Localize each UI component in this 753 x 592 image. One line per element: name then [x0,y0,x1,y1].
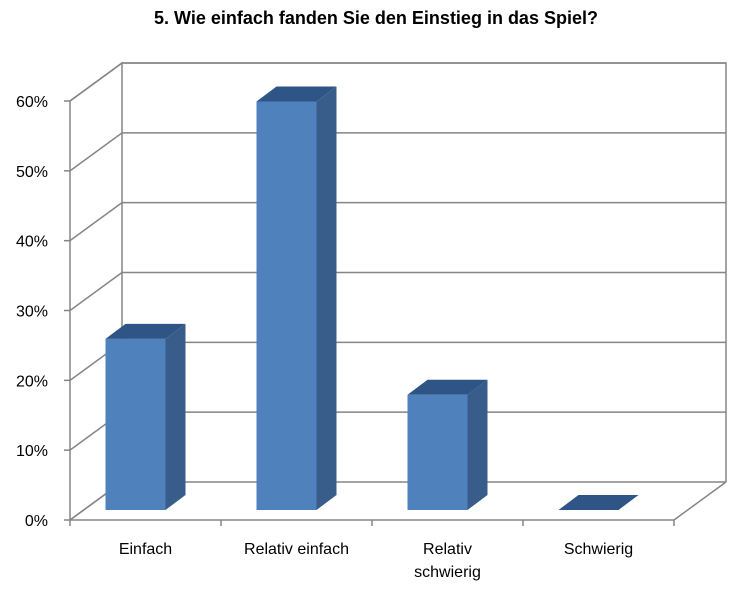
bar [558,495,639,510]
bar-front [105,338,166,510]
bar-side [467,379,488,510]
y-tick-label: 50% [16,164,48,181]
y-tick-label: 60% [16,94,48,111]
bar-top [558,495,639,510]
gridline [69,201,726,242]
y-tick-label: 10% [16,443,48,460]
bar [256,86,337,510]
bar-top [256,86,337,102]
bar-side [316,86,337,510]
y-axis: 0% 10% 20% 30% 40% 50% 60% [16,94,71,530]
bar-front [407,394,468,510]
x-tick-label: Schwierig [564,541,633,558]
x-axis: Einfach Relativ einfach Relativ schwierig Sc… [69,520,675,581]
x-tick-label: Relativ einfach [244,541,349,558]
bar [105,323,186,510]
x-tick-label: Einfach [119,541,172,558]
gridline [69,132,726,172]
bar [407,379,488,510]
y-tick-label: 20% [16,373,48,390]
bars [105,86,639,510]
y-tick-label: 0% [25,513,48,530]
bar-top [105,323,186,339]
gridline [69,62,726,102]
chart-title: 5. Wie einfach fanden Sie den Einstieg i… [154,8,598,28]
bar-front [256,101,317,510]
x-tick-label: Relativ schwierig [414,541,481,581]
bar-top [407,379,488,395]
y-tick-label: 40% [16,234,48,251]
gridline [69,271,726,312]
bar-side [165,323,186,510]
y-tick-label: 30% [16,304,48,321]
